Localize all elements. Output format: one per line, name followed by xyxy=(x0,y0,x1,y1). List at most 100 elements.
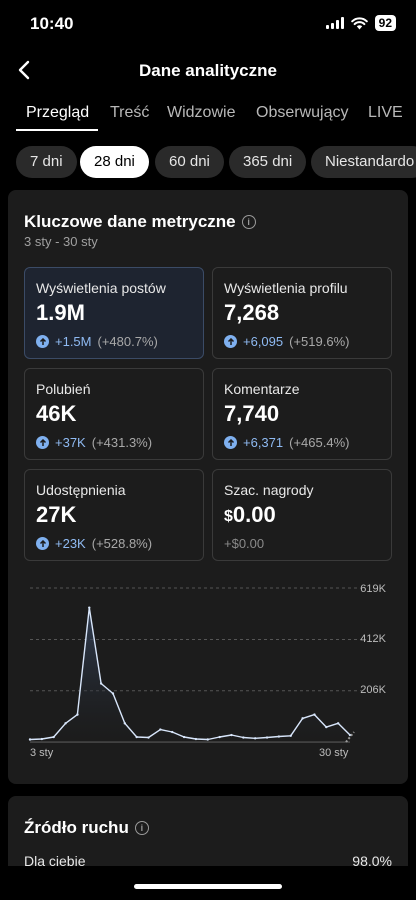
chart-area-fill xyxy=(30,607,350,742)
key-metrics-title-text: Kluczowe dane metryczne xyxy=(24,212,236,231)
y-tick-label: 412K xyxy=(360,633,386,645)
delta-percent: (+480.7%) xyxy=(97,334,158,349)
chart-point xyxy=(253,737,257,740)
metric-delta: +23K (+528.8%) xyxy=(36,536,152,551)
metric-delta: +$0.00 xyxy=(224,536,264,551)
chart-point xyxy=(325,725,328,729)
chart-point xyxy=(159,728,162,731)
metric-estimated-rewards[interactable]: Szac. nagrody $0.00 +$0.00 xyxy=(212,469,392,561)
info-icon[interactable]: i xyxy=(134,821,149,835)
delta-value: +23K xyxy=(55,536,86,551)
metric-post-views[interactable]: Wyświetlenia postów 1.9M +1.5M (+480.7%) xyxy=(24,267,204,359)
delta-percent: (+465.4%) xyxy=(289,435,350,450)
chart-series-line xyxy=(29,607,351,741)
chevron-left-icon xyxy=(18,60,30,80)
date-range-label: 3 sty - 30 sty xyxy=(24,234,98,249)
metric-value-number: 0.00 xyxy=(232,502,276,527)
metric-delta: +6,095 (+519.6%) xyxy=(224,334,349,349)
metric-label: Polubień xyxy=(36,381,91,397)
active-tab-indicator xyxy=(16,129,98,131)
traffic-source-row: Dla ciebie 98.0% xyxy=(24,853,392,869)
tab-live[interactable]: LIVE xyxy=(368,104,403,121)
info-icon[interactable]: i xyxy=(241,215,256,229)
chart-point xyxy=(194,737,198,741)
tab-bar: Przegląd Treść Widzowie Obserwujący LIVE xyxy=(0,96,416,132)
traffic-source-label: Dla ciebie xyxy=(24,853,86,869)
chart-point xyxy=(289,734,292,737)
chart-point xyxy=(99,682,103,685)
chart-point xyxy=(182,735,186,739)
range-custom[interactable]: Niestandardo xyxy=(311,146,416,178)
chart-point xyxy=(301,717,304,720)
chart-point xyxy=(40,737,44,741)
delta-value: +1.5M xyxy=(55,334,92,349)
metric-label: Komentarze xyxy=(224,381,300,397)
bottom-safe-area xyxy=(0,866,416,900)
chart-point xyxy=(218,735,221,739)
arrow-up-icon xyxy=(36,335,49,348)
delta-value: +37K xyxy=(55,435,86,450)
tab-overview[interactable]: Przegląd xyxy=(26,104,90,121)
metric-likes[interactable]: Polubień 46K +37K (+431.3%) xyxy=(24,368,204,460)
chart-point xyxy=(76,713,79,716)
currency-symbol: $ xyxy=(224,508,233,525)
metric-profile-views[interactable]: Wyświetlenia profilu 7,268 +6,095 (+519.… xyxy=(212,267,392,359)
delta-percent: (+519.6%) xyxy=(289,334,350,349)
traffic-source-title-text: Źródło ruchu xyxy=(24,818,129,837)
y-tick-label: 619K xyxy=(360,583,386,595)
post-views-chart[interactable]: 619K 412K 206K 3 sty 30 sty xyxy=(8,575,408,765)
chart-point xyxy=(28,738,32,741)
metric-value: 27K xyxy=(36,502,77,527)
traffic-source-card: Źródło ruchu i Dla ciebie 98.0% xyxy=(8,796,408,876)
chart-point xyxy=(88,606,91,609)
back-button[interactable] xyxy=(10,56,38,84)
signal-icon xyxy=(325,17,344,29)
delta-value: +6,095 xyxy=(243,334,284,349)
chart-point xyxy=(230,733,233,737)
top-nav: Dane analityczne xyxy=(0,50,416,92)
chart-point xyxy=(348,733,352,737)
metric-delta: +6,371 (+465.4%) xyxy=(224,435,349,450)
traffic-source-title: Źródło ruchu i xyxy=(24,818,149,838)
x-tick-label: 30 sty xyxy=(319,747,349,759)
traffic-source-value: 98.0% xyxy=(352,853,392,869)
range-365-days[interactable]: 365 dni xyxy=(229,146,307,178)
metric-delta: +1.5M (+480.7%) xyxy=(36,334,158,349)
metric-value: 46K xyxy=(36,401,77,426)
metric-label: Wyświetlenia profilu xyxy=(224,280,348,296)
date-range-chips: 7 dni 28 dni 60 dni 365 dni Niestandardo xyxy=(0,146,416,180)
metric-label: Szac. nagrody xyxy=(224,482,314,498)
range-7-days[interactable]: 7 dni xyxy=(16,146,77,178)
tab-viewers[interactable]: Widzowie xyxy=(167,104,236,121)
metric-value: 1.9M xyxy=(36,300,85,325)
chart-point xyxy=(242,736,245,739)
range-60-days[interactable]: 60 dni xyxy=(155,146,224,178)
arrow-up-icon xyxy=(36,537,49,550)
chart-point xyxy=(111,692,115,695)
metric-comments[interactable]: Komentarze 7,740 +6,371 (+465.4%) xyxy=(212,368,392,460)
key-metrics-card: Kluczowe dane metryczne i 3 sty - 30 sty… xyxy=(8,190,408,784)
chart-point xyxy=(135,735,138,739)
chart-point xyxy=(171,730,174,734)
metric-label: Wyświetlenia postów xyxy=(36,280,166,296)
battery-indicator: 92 xyxy=(374,15,396,31)
metric-value: 7,740 xyxy=(224,401,280,426)
metric-shares[interactable]: Udostępnienia 27K +23K (+528.8%) xyxy=(24,469,204,561)
x-tick-label: 3 sty xyxy=(30,747,54,759)
range-28-days[interactable]: 28 dni xyxy=(80,146,149,178)
chart-point xyxy=(123,722,127,725)
chart-point xyxy=(277,735,281,738)
tab-content[interactable]: Treść xyxy=(110,104,150,121)
delta-value: +$0.00 xyxy=(224,536,265,551)
arrow-up-icon xyxy=(36,436,49,449)
chart-point xyxy=(147,736,150,739)
home-indicator xyxy=(134,884,282,889)
delta-percent: (+528.8%) xyxy=(91,536,153,551)
chart-point xyxy=(336,722,340,725)
tab-followers[interactable]: Obserwujący xyxy=(256,104,349,121)
key-metrics-title: Kluczowe dane metryczne i xyxy=(24,212,256,232)
y-tick-label: 206K xyxy=(360,684,386,696)
delta-percent: (+431.3%) xyxy=(91,435,153,450)
arrow-up-icon xyxy=(224,436,237,449)
wifi-icon xyxy=(350,16,368,29)
